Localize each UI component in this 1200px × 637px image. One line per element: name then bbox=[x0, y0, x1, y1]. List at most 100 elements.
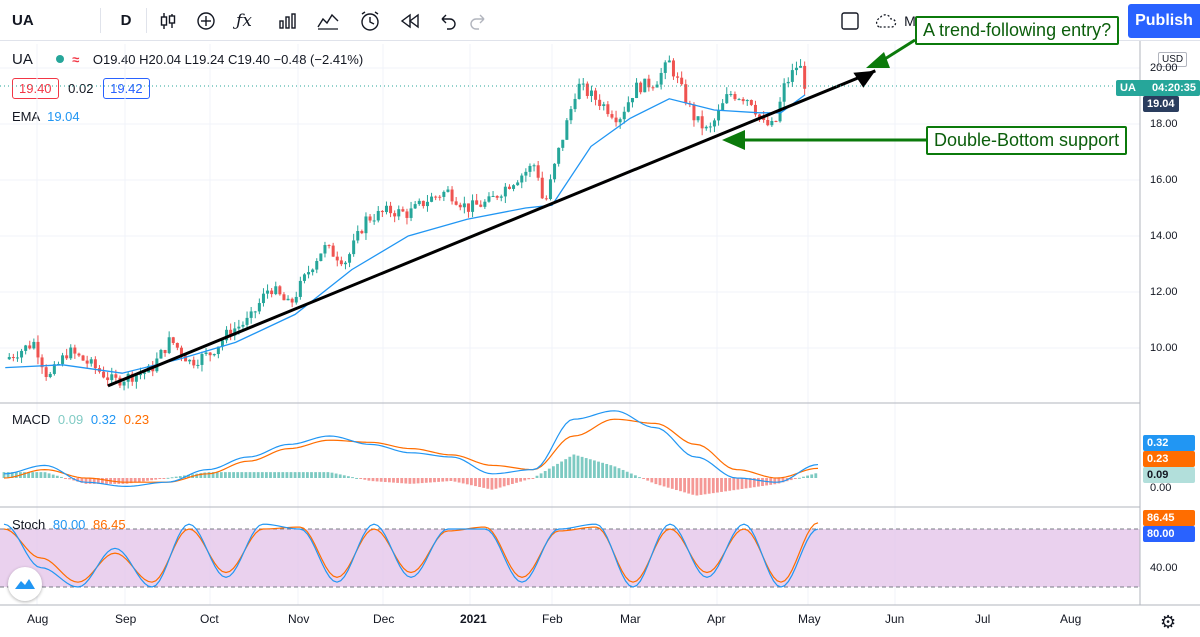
candle-body bbox=[32, 341, 36, 349]
macd-histogram-bar bbox=[757, 478, 760, 487]
macd-histogram-bar bbox=[605, 463, 609, 478]
candle-body bbox=[356, 231, 360, 241]
candle-body bbox=[405, 211, 409, 218]
candle-body bbox=[11, 357, 15, 359]
tradingview-logo-icon[interactable] bbox=[8, 567, 42, 601]
candle-body bbox=[7, 357, 11, 360]
layout-menu-label[interactable]: M bbox=[904, 12, 916, 29]
macd-histogram-bar bbox=[445, 478, 449, 482]
interval-button[interactable]: D bbox=[120, 12, 132, 29]
candle-body bbox=[163, 349, 167, 354]
layout-square-icon[interactable] bbox=[838, 0, 862, 41]
stoch-k-line bbox=[3, 523, 819, 588]
candle-body bbox=[409, 208, 413, 218]
candle-body bbox=[516, 182, 520, 186]
macd-histogram-bar bbox=[601, 462, 604, 478]
candle-body bbox=[635, 82, 639, 99]
candle-body bbox=[307, 272, 311, 275]
settings-gear-icon[interactable]: ⚙ bbox=[1160, 612, 1177, 632]
trend-entry-callout[interactable]: A trend-following entry? bbox=[915, 16, 1120, 45]
candle-body bbox=[692, 104, 696, 121]
alert-clock-icon[interactable] bbox=[358, 0, 382, 41]
macd-histogram-bar bbox=[527, 478, 531, 480]
bar-style-icon[interactable] bbox=[156, 0, 180, 41]
candle-body bbox=[671, 60, 675, 77]
candle-body bbox=[462, 203, 466, 208]
macd-histogram-bar bbox=[96, 478, 100, 484]
macd-histogram-bar bbox=[478, 478, 481, 487]
candle-body bbox=[130, 373, 134, 382]
candle-body bbox=[479, 204, 483, 207]
candle-body bbox=[257, 303, 261, 312]
candle-body bbox=[192, 359, 196, 366]
macd-histogram-bar bbox=[383, 478, 387, 483]
cloud-save-icon[interactable] bbox=[872, 0, 900, 41]
candle-body bbox=[36, 341, 40, 358]
macd-histogram-bar bbox=[535, 475, 539, 478]
candle-body bbox=[138, 373, 142, 376]
macd-histogram-bar bbox=[687, 478, 691, 494]
macd-histogram-bar bbox=[441, 478, 445, 482]
macd-histogram-bar bbox=[92, 478, 96, 484]
macd-histogram-bar bbox=[371, 478, 375, 482]
redo-icon[interactable] bbox=[466, 0, 490, 41]
candle-body bbox=[585, 83, 589, 96]
macd-histogram-bar bbox=[224, 472, 227, 478]
candle-body bbox=[466, 203, 470, 212]
stoch-legend: Stoch 80.00 86.45 bbox=[12, 517, 126, 532]
candle-body bbox=[315, 261, 319, 270]
candle-body bbox=[175, 342, 179, 348]
macd-histogram-bar bbox=[732, 478, 736, 491]
macd-histogram-bar bbox=[720, 478, 723, 492]
macd-line bbox=[3, 410, 819, 488]
macd-histogram-bar bbox=[506, 478, 510, 486]
publish-button[interactable]: Publish bbox=[1128, 4, 1200, 38]
candle-body bbox=[708, 126, 712, 128]
macd-histogram-bar bbox=[670, 478, 674, 489]
macd-histogram-bar bbox=[240, 472, 244, 478]
candle-body bbox=[507, 186, 511, 189]
macd-histogram-bar bbox=[129, 478, 133, 484]
macd-histogram-bar bbox=[187, 474, 190, 478]
candle-body bbox=[397, 209, 401, 217]
double-bottom-callout[interactable]: Double-Bottom support bbox=[926, 126, 1128, 155]
candle-body bbox=[536, 165, 540, 178]
candle-body bbox=[676, 76, 680, 78]
macd-histogram-bar bbox=[658, 478, 662, 486]
macd-histogram-bar bbox=[588, 459, 592, 478]
macd-histogram-bar bbox=[84, 478, 88, 484]
candle-body bbox=[544, 198, 548, 200]
undo-icon[interactable] bbox=[436, 0, 460, 41]
candle-body bbox=[106, 377, 110, 381]
macd-histogram-bar bbox=[330, 472, 334, 478]
candle-body bbox=[577, 83, 581, 99]
compare-add-symbol-icon[interactable] bbox=[194, 0, 218, 41]
macd-histogram-bar bbox=[363, 478, 367, 480]
symbol-search-button[interactable]: UA bbox=[12, 12, 34, 29]
candle-body bbox=[339, 260, 343, 265]
macd-histogram-bar bbox=[617, 468, 621, 478]
macd-histogram-bar bbox=[519, 478, 522, 482]
candle-body bbox=[762, 117, 766, 120]
macd-histogram-bar bbox=[375, 478, 379, 482]
candle-body bbox=[663, 62, 667, 73]
indicators-fx-icon[interactable]: ƒx bbox=[236, 10, 252, 31]
candle-body bbox=[606, 104, 610, 115]
ask-price[interactable]: 19.42 bbox=[103, 78, 150, 99]
candle-body bbox=[114, 374, 118, 378]
macd-histogram-bar bbox=[388, 478, 391, 483]
financials-icon[interactable] bbox=[276, 0, 300, 41]
templates-icon[interactable] bbox=[316, 0, 340, 41]
candle-body bbox=[327, 245, 331, 247]
candle-body bbox=[331, 245, 335, 257]
bid-price[interactable]: 19.40 bbox=[12, 78, 59, 99]
macd-histogram-bar bbox=[101, 478, 104, 484]
replay-icon[interactable] bbox=[398, 0, 422, 41]
spread-value: 0.02 bbox=[68, 81, 94, 96]
currency-label[interactable]: USD bbox=[1158, 52, 1188, 67]
macd-histogram-bar bbox=[629, 473, 633, 478]
candle-body bbox=[380, 210, 384, 213]
macd-histogram-bar bbox=[461, 478, 465, 484]
macd-histogram-bar bbox=[781, 478, 785, 483]
